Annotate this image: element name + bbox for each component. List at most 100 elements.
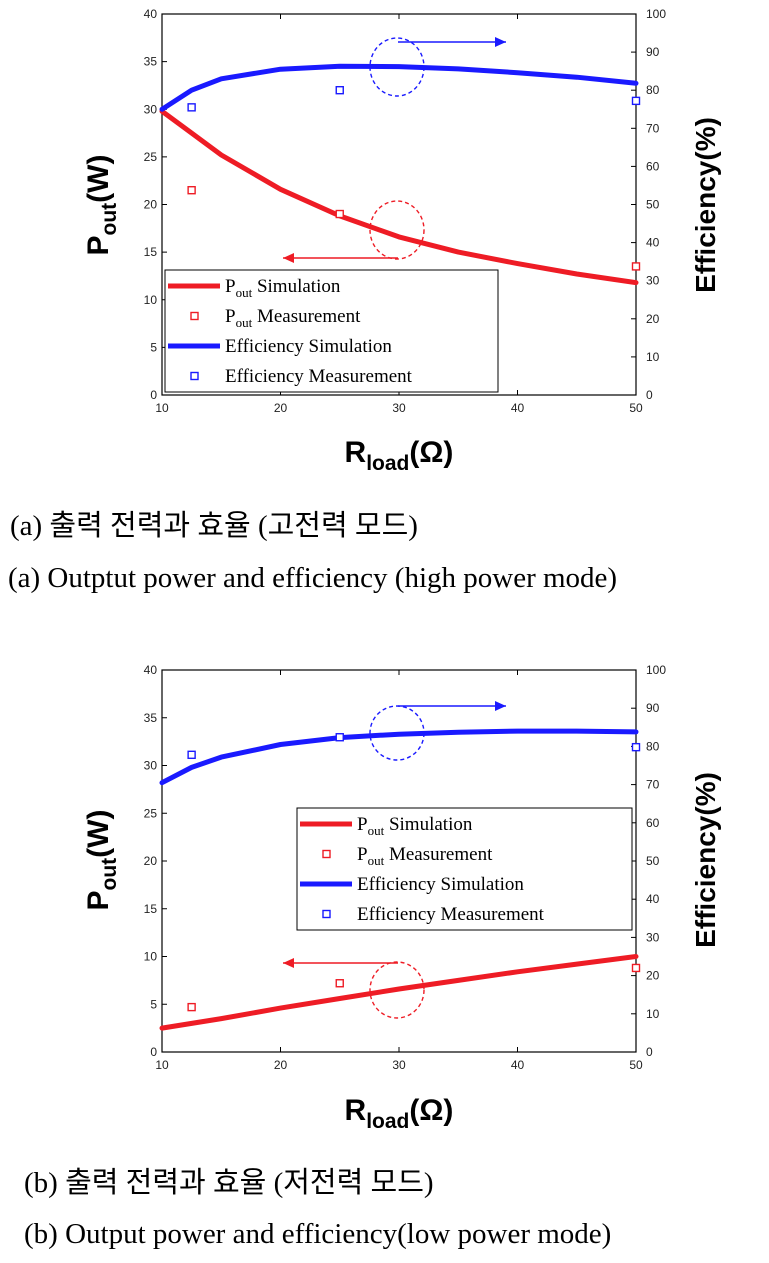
y-tick-label: 20 [144,198,158,212]
annotation-arrow-head [495,37,506,47]
data-point-marker [335,209,344,219]
legend-marker-swatch [190,371,199,381]
y-tick-label: 0 [150,1045,157,1059]
data-point-marker [631,963,641,973]
y2-tick-label: 50 [646,854,660,868]
legend-label-sub: out [368,823,385,838]
legend-marker-swatch [190,311,199,321]
data-point-marker [631,96,641,106]
legend-label-rest: Simulation [252,276,341,297]
data-point-marker [187,186,196,195]
y2-tick-label: 60 [646,816,660,830]
legend-label-main: Efficiency Measurement [225,366,413,387]
y2-tick-label: 100 [646,7,666,21]
y-tick-label: 15 [144,902,158,916]
y2-axis-label: Efficiency(%) [690,117,721,293]
y-tick-label: 30 [144,102,158,116]
data-point-marker [187,1002,196,1012]
y-axis-label-main: P [82,235,115,255]
caption-b-english: (b) Output power and efficiency(low powe… [24,1218,611,1250]
x-axis-label: Rload(Ω) [345,1094,454,1133]
legend-label: Efficiency Simulation [225,336,392,357]
y-tick-label: 5 [150,340,157,354]
x-tick-label: 40 [511,401,525,415]
y2-tick-label: 0 [646,388,653,402]
series-line-2 [159,63,639,112]
x-axis-label: Rload(Ω) [345,436,454,475]
annotation-arrow-head [495,701,506,711]
y-axis-label-unit: (W) [82,810,115,858]
legend-label-main: Efficiency Measurement [357,904,545,925]
y-tick-label: 30 [144,759,158,773]
x-tick-label: 40 [511,1058,525,1072]
y2-tick-label: 40 [646,236,660,250]
legend-label-main: Efficiency Simulation [225,336,392,357]
y2-tick-label: 30 [646,274,660,288]
caption-a-english: (a) Outptut power and efficiency (high p… [8,562,617,594]
y-tick-label: 25 [144,806,158,820]
x-tick-label: 10 [155,401,169,415]
data-point-marker [631,262,641,271]
y-tick-label: 25 [144,150,158,164]
legend-label: Efficiency Measurement [225,366,413,387]
legend-label-rest: Measurement [252,306,361,327]
x-tick-label: 20 [274,1058,288,1072]
x-tick-label: 50 [629,1058,643,1072]
legend-marker-swatch [322,909,331,919]
y2-tick-label: 70 [646,778,660,792]
legend-label-main: Efficiency Simulation [357,874,524,895]
series-line-0 [159,954,639,1031]
y-tick-label: 20 [144,854,158,868]
y2-tick-label: 90 [646,701,660,715]
y2-tick-label: 100 [646,663,666,677]
legend-label-rest: Simulation [384,814,473,835]
data-point-marker [187,750,196,760]
data-point-marker [335,85,344,95]
annotation-arrow-head [283,253,294,263]
y2-tick-label: 30 [646,930,660,944]
y-axis-label-unit: (W) [82,155,115,203]
legend-label: Pout Measurement [225,306,361,330]
legend-label-main: P [225,306,236,327]
y-axis-label: Pout(W) [82,810,121,911]
y2-tick-label: 40 [646,892,660,906]
y2-axis-label: Efficiency(%) [690,772,721,948]
legend-box [296,807,633,931]
y2-tick-label: 20 [646,312,660,326]
data-point-marker [335,733,344,742]
y2-tick-label: 70 [646,121,660,135]
legend-marker-swatch [322,849,331,859]
annotation-arrow-head [283,958,294,968]
legend-label: Pout Simulation [357,814,473,838]
legend-label: Pout Simulation [225,276,341,300]
y-tick-label: 40 [144,7,158,21]
legend-label-sub: out [236,315,253,330]
x-tick-label: 50 [629,401,643,415]
caption-a-korean: (a) 출력 전력과 효율 (고전력 모드) [10,509,418,542]
y-axis-label: Pout(W) [82,155,121,256]
x-axis-label-sub: load [366,1110,409,1133]
annotation-ellipse [369,961,425,1019]
data-point-marker [631,742,641,752]
legend-label: Efficiency Simulation [357,874,524,895]
legend-label-rest: Measurement [384,844,493,865]
x-axis-label-unit: (Ω) [409,436,453,469]
y-tick-label: 10 [144,950,158,964]
legend-label-main: P [225,276,236,297]
y2-tick-label: 80 [646,739,660,753]
legend-label-main: P [357,814,368,835]
legend-box [164,269,499,393]
x-axis-label-sub: load [366,452,409,475]
x-axis-label-main: R [345,436,367,469]
y2-tick-label: 80 [646,83,660,97]
y-tick-label: 15 [144,245,158,259]
chart-b-low-power-mode: 10 20 30 40 50051015202530354001020304050607… [82,663,721,1133]
series-line-0 [159,108,639,286]
y-tick-label: 0 [150,388,157,402]
y-axis-label-main: P [82,890,115,910]
data-point-marker [335,979,344,988]
y2-tick-label: 10 [646,350,660,364]
y2-tick-label: 60 [646,159,660,173]
legend-label-sub: out [236,285,253,300]
